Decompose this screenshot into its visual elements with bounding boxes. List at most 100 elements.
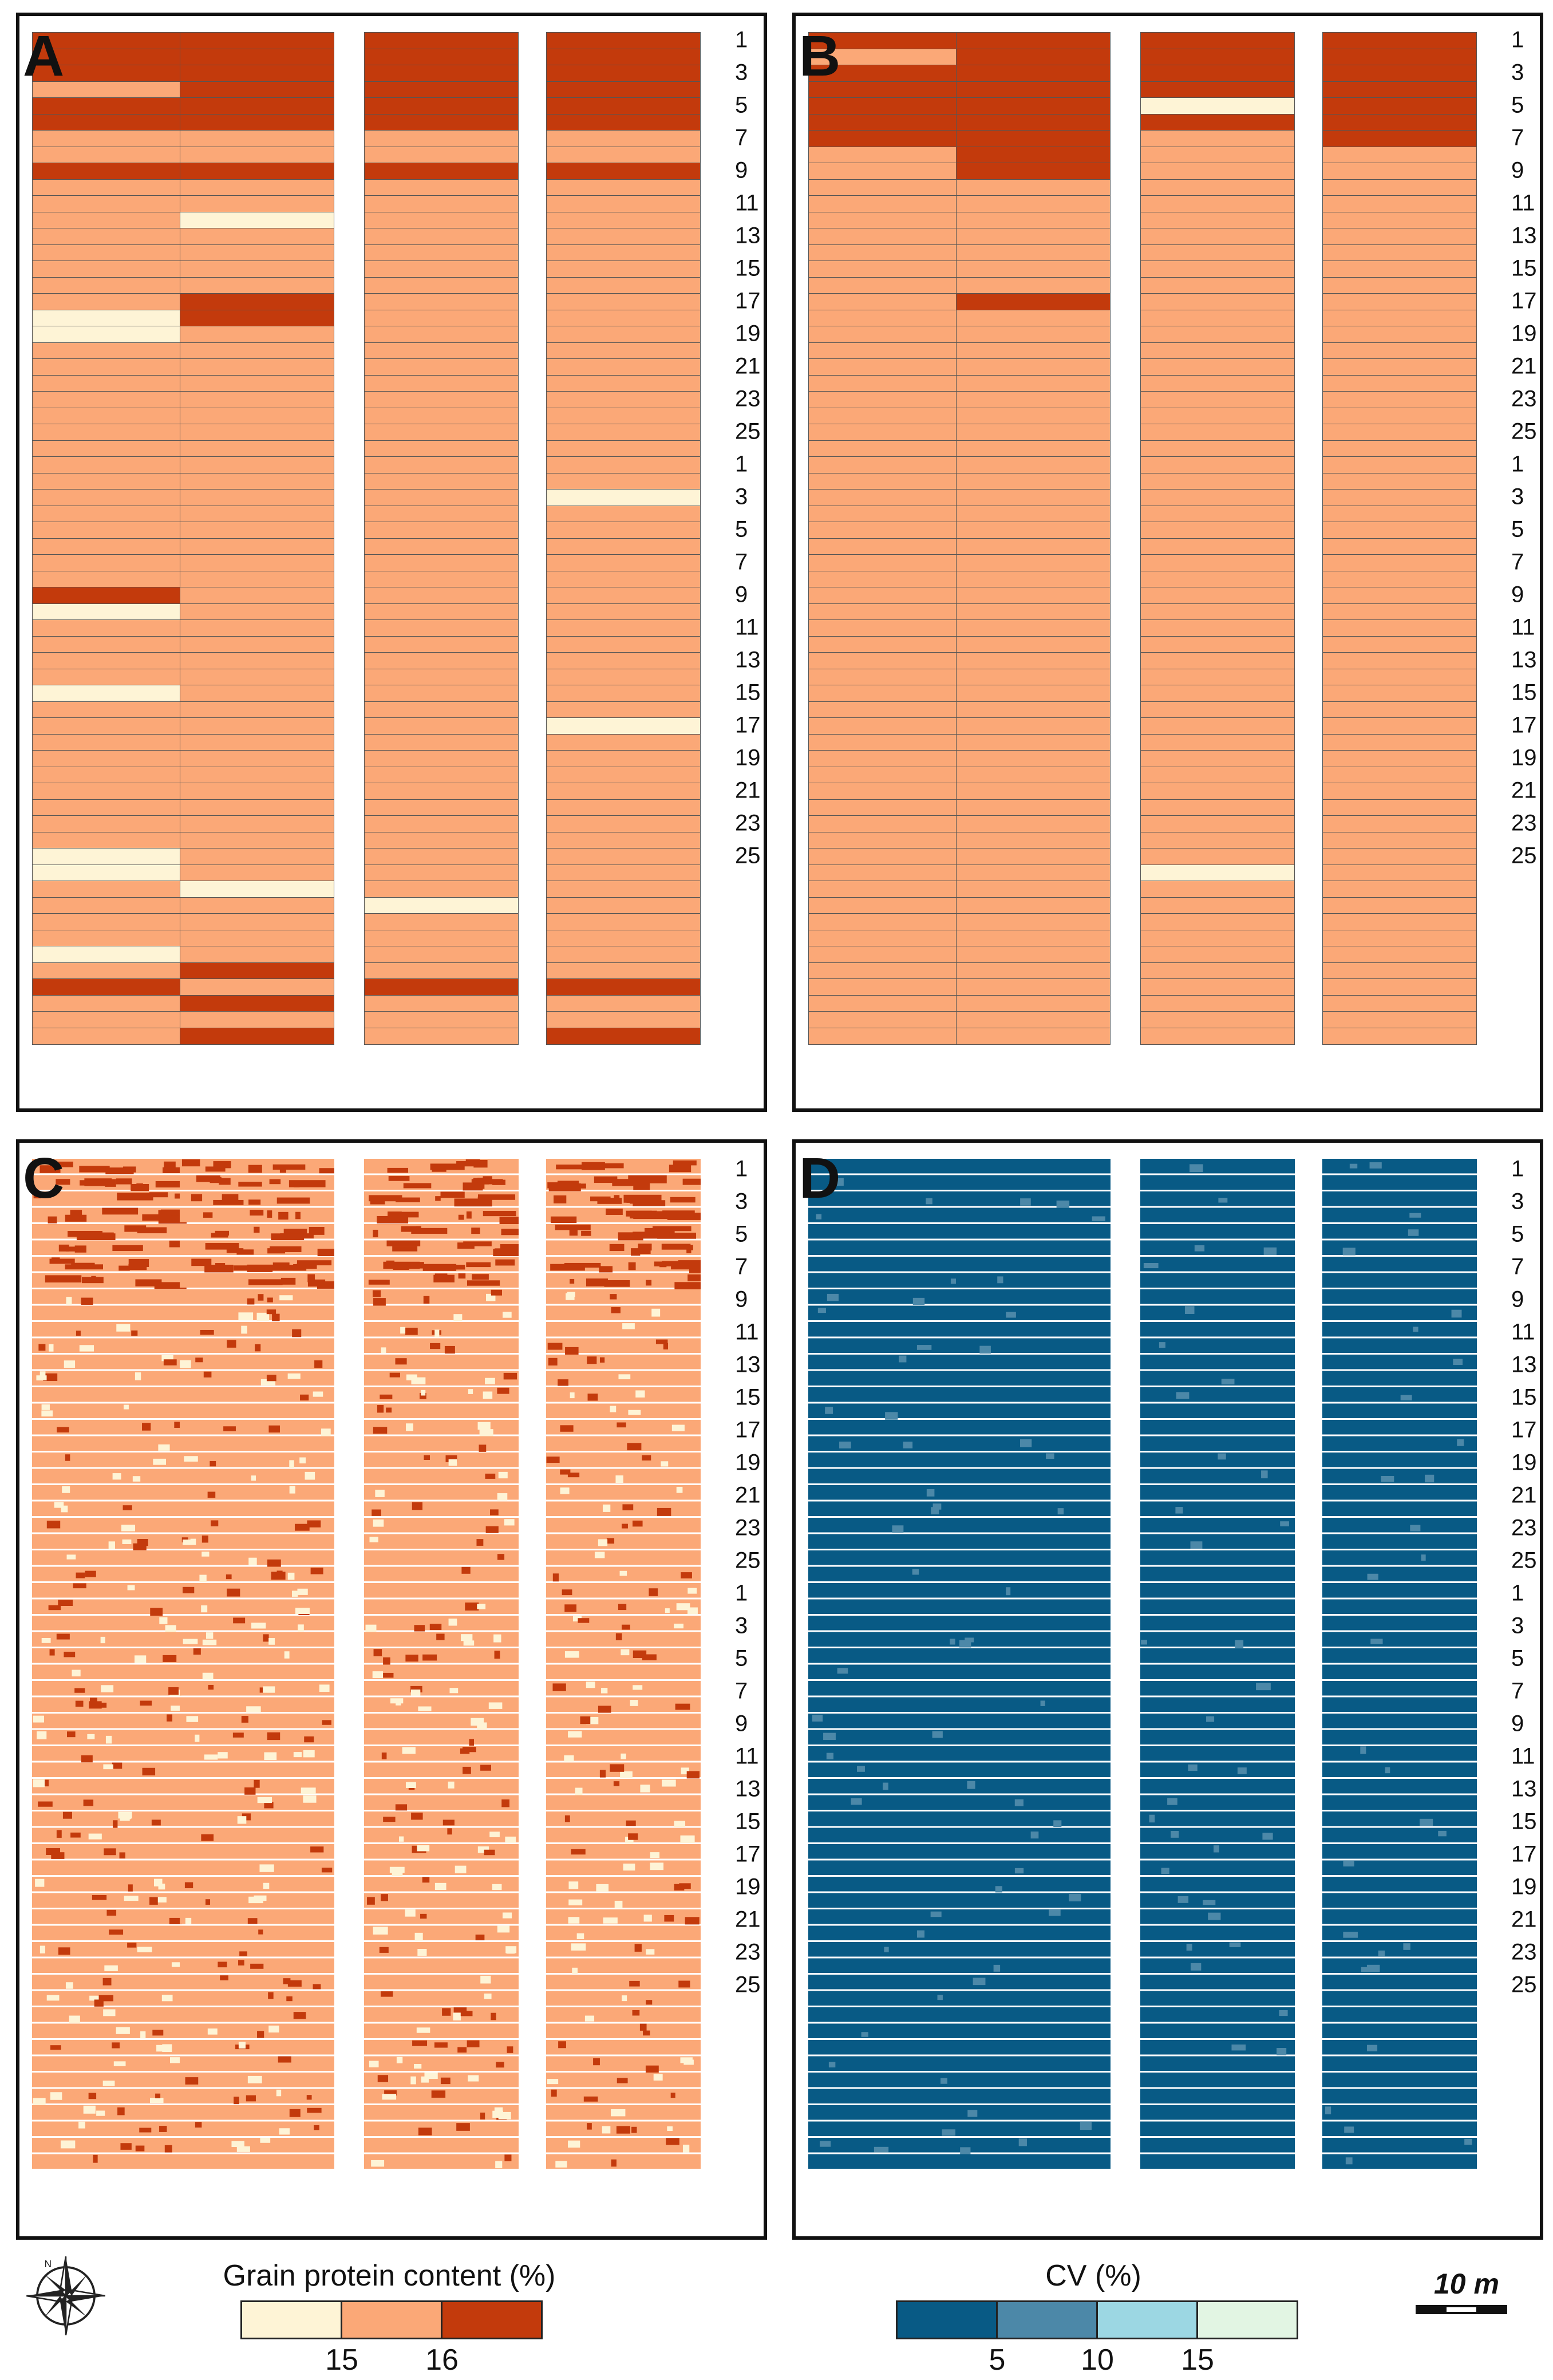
raster-plot-row — [956, 1795, 1111, 1810]
field-plot — [546, 179, 701, 196]
raster-plot-row — [1140, 1616, 1295, 1631]
field-plot — [956, 946, 1111, 963]
cv-legend-tick-15: 15 — [1181, 2343, 1214, 2377]
raster-plot-row — [808, 1224, 963, 1239]
field-plot — [364, 897, 519, 914]
cv-raster — [956, 1159, 1111, 2169]
raster-plot-row — [1140, 1599, 1295, 1614]
raster-plot-row — [1322, 1893, 1477, 1908]
row-label: 23 — [735, 810, 761, 836]
field-plot — [1140, 456, 1295, 473]
raster-speckle — [142, 1214, 172, 1221]
raster-plot-row — [364, 1925, 519, 1940]
raster-speckle — [56, 1830, 62, 1838]
raster-speckle — [124, 1896, 139, 1901]
field-plot — [1322, 228, 1477, 245]
raster-speckle — [117, 1193, 153, 1201]
row-label: 15 — [1511, 1384, 1537, 1410]
field-plot — [364, 994, 519, 1012]
raster-speckle — [499, 1217, 519, 1225]
field-plot — [956, 505, 1111, 523]
raster-speckle — [642, 1455, 651, 1461]
raster-speckle — [1361, 1967, 1370, 1972]
field-plot — [808, 733, 963, 751]
raster-speckle — [405, 1782, 416, 1788]
raster-speckle — [687, 1274, 701, 1282]
raster-speckle — [657, 1232, 697, 1239]
raster-plot-row — [956, 2040, 1111, 2055]
raster-speckle — [271, 1233, 305, 1241]
field-plot — [32, 146, 187, 164]
scale-bar-label: 10 m — [1434, 2268, 1499, 2300]
raster-plot-row — [364, 1714, 519, 1728]
field-plot — [364, 619, 519, 637]
raster-speckle — [279, 2128, 290, 2135]
raster-speckle — [410, 1262, 424, 1269]
raster-plot-row — [1322, 1387, 1477, 1402]
raster-speckle — [554, 1195, 567, 1203]
raster-plot-row — [364, 1762, 519, 1777]
field-plot — [32, 489, 187, 506]
field-plot — [364, 424, 519, 441]
raster-speckle — [1370, 1639, 1383, 1644]
row-label: 3 — [735, 60, 748, 85]
raster-speckle — [218, 1752, 228, 1759]
raster-speckle — [883, 1782, 888, 1790]
raster-speckle — [615, 1475, 623, 1483]
raster-plot-row — [808, 1975, 963, 1990]
field-plot — [956, 978, 1111, 996]
field-plot — [956, 685, 1111, 702]
raster-speckle — [384, 2090, 397, 2096]
raster-plot-row — [1140, 1942, 1295, 1957]
raster-speckle — [628, 1410, 641, 1415]
raster-speckle — [169, 1917, 182, 1924]
raster-plot-row — [808, 1811, 963, 1826]
field-plot — [180, 652, 334, 669]
raster-plot-row — [956, 1240, 1111, 1255]
raster-plot-row — [364, 2154, 519, 2169]
raster-speckle — [375, 1489, 385, 1497]
field-plot — [546, 277, 701, 294]
raster-plot-row — [1140, 2089, 1295, 2103]
field-plot — [32, 603, 187, 621]
raster-plot-row — [1140, 1697, 1295, 1712]
field-plot — [1322, 668, 1477, 686]
raster-plot-row — [32, 1648, 187, 1663]
scale-bar — [1416, 2305, 1507, 2314]
field-plot — [956, 195, 1111, 212]
raster-speckle — [926, 1489, 935, 1497]
raster-speckle — [278, 1211, 289, 1220]
raster-speckle — [568, 1899, 583, 1905]
raster-speckle — [392, 1246, 418, 1252]
field-plot — [1322, 130, 1477, 147]
field-plot — [1140, 636, 1295, 653]
raster-speckle — [622, 1995, 627, 2002]
raster-plot-row — [32, 1371, 187, 1386]
raster-speckle — [674, 1282, 701, 1290]
raster-speckle — [237, 1816, 247, 1824]
field-plot — [364, 815, 519, 832]
raster-plot-row — [180, 1420, 334, 1435]
raster-speckle — [564, 1604, 577, 1612]
field-plot — [1140, 554, 1295, 571]
raster-speckle — [628, 1175, 667, 1183]
raster-plot-row — [808, 1485, 963, 1500]
raster-speckle — [461, 1566, 471, 1574]
raster-speckle — [54, 1161, 73, 1167]
raster-speckle — [1360, 1746, 1366, 1754]
row-label: 23 — [735, 386, 761, 412]
raster-speckle — [552, 1573, 559, 1582]
raster-speckle — [124, 1225, 147, 1232]
field-plot — [364, 374, 519, 392]
raster-plot-row — [1322, 1844, 1477, 1859]
raster-plot-row — [956, 1925, 1111, 1940]
raster-speckle — [112, 1762, 122, 1769]
raster-plot-row — [808, 2023, 963, 2038]
raster-speckle — [670, 1197, 696, 1203]
raster-speckle — [635, 1390, 645, 1398]
raster-speckle — [264, 1802, 274, 1809]
field-column — [1140, 32, 1295, 1045]
field-plot — [364, 881, 519, 898]
raster-speckle — [1191, 1963, 1202, 1971]
field-plot — [808, 391, 963, 408]
